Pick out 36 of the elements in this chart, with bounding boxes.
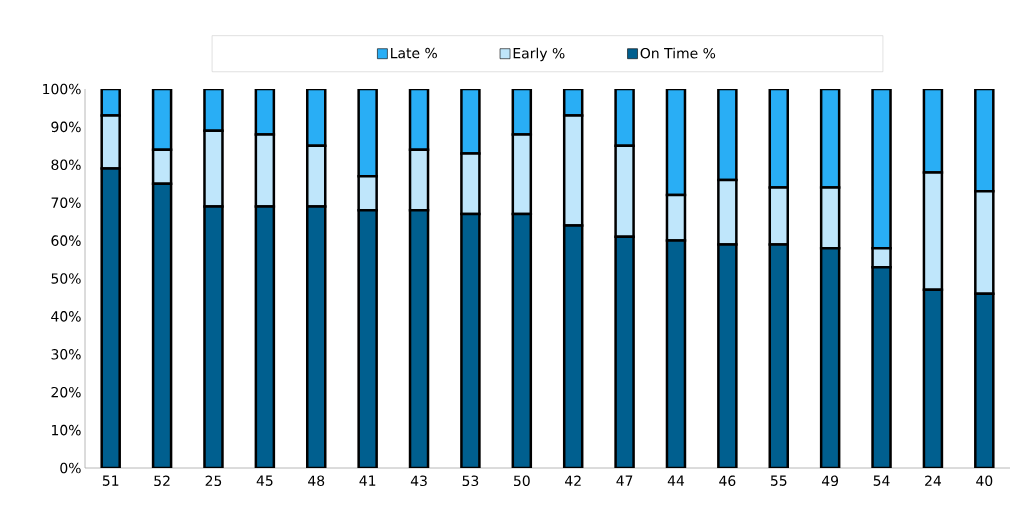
legend-label: Early % [513,47,565,62]
x-tick-label: 41 [359,475,376,486]
y-tick-label: 60% [51,235,81,246]
x-tick-label: 52 [154,475,170,487]
x-tick-label: 46 [719,475,736,487]
y-tick-label: 10% [52,424,81,436]
x-tick-label: 47 [616,475,633,486]
x-tick-label: 55 [770,475,787,486]
y-tick-label: 0% [60,462,81,474]
x-tick-label: 49 [821,475,839,487]
bar [665,193,687,242]
legend-label: On Time % [640,47,716,59]
y-tick-label: 40% [51,311,81,322]
x-tick-label: 42 [565,475,581,486]
x-tick-label: 50 [514,475,530,487]
y-tick-label: 30% [51,349,81,360]
y-tick-label: 50% [51,273,81,284]
bar [768,186,790,246]
x-tick-label: 48 [308,475,325,487]
x-tick-label: 24 [925,475,942,486]
x-tick-label: 44 [667,475,685,486]
y-tick-label: 20% [51,386,81,398]
y-tick-label: 70% [51,197,81,208]
legend-label: Late % [391,47,437,59]
x-tick-label: 43 [410,475,427,487]
x-tick-label: 45 [256,475,273,486]
x-tick-label: 25 [205,475,222,487]
x-tick-label: 54 [873,475,890,486]
bar [357,174,378,212]
bar [717,178,738,246]
y-tick-label: 90% [51,121,81,133]
y-tick-label: 80% [51,159,81,171]
x-tick-label: 51 [102,475,119,486]
x-tick-label: 53 [462,475,479,487]
x-tick-label: 40 [976,475,993,487]
y-tick-label: 100% [43,83,81,95]
